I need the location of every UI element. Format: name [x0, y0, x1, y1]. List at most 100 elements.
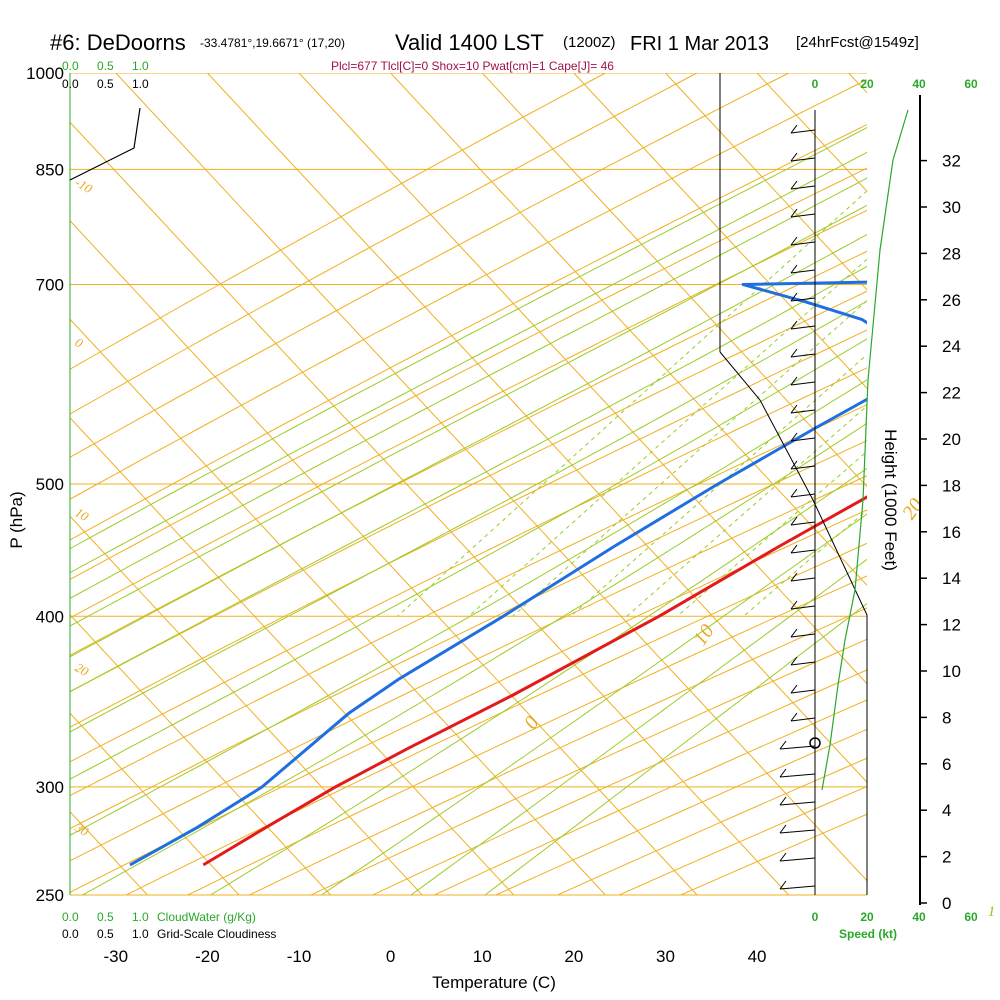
height-tick-label: 6 [942, 755, 951, 774]
cloud-scale-tick: 1.0 [132, 77, 149, 91]
cloud-scale-tick: 1.0 [132, 910, 149, 924]
temperature-tick-label: -10 [287, 947, 312, 966]
wind-barb [790, 381, 816, 386]
wind-speed-tick-top: 60 [964, 77, 978, 91]
pressure-tick-label: 500 [36, 475, 64, 494]
wind-speed-tick-bottom: 40 [912, 910, 926, 924]
pressure-tick-label: 400 [36, 607, 64, 626]
moist-adiabat-line [70, 204, 867, 627]
wind-barb [790, 409, 816, 414]
dry-adiabat-line [70, 73, 699, 415]
moist-adiabat-line [70, 379, 867, 836]
dry-adiabat-line [70, 367, 867, 763]
wind-barb [790, 353, 816, 358]
dry-adiabat-line [309, 638, 867, 895]
wind-barb [779, 857, 816, 862]
temperature-tick-label: 40 [748, 947, 767, 966]
wind-barb-flag [790, 516, 798, 526]
wind-barb-flag [790, 180, 798, 190]
height-tick-label: 26 [942, 291, 961, 310]
dry-adiabat-line [556, 757, 867, 895]
height-tick-label: 0 [942, 894, 951, 913]
wind-barb-flag [790, 488, 798, 498]
wind-barb-flag [779, 796, 787, 806]
wind-speed-tick-bottom: 0 [812, 910, 819, 924]
wind-barb [790, 521, 816, 526]
station-coords: -33.4781°,19.6671° (17,20) [200, 36, 345, 50]
height-tick-label: 16 [942, 523, 961, 542]
wind-barb [790, 465, 816, 470]
wind-barb-flag [790, 320, 798, 330]
wind-barb [790, 325, 816, 330]
forecast-date: FRI 1 Mar 2013 [630, 33, 769, 55]
wind-barb [790, 549, 816, 554]
calm-wind-marker [809, 737, 821, 749]
dry-adiabat-label: 30 [72, 819, 92, 839]
moist-adiabat-line [82, 422, 867, 895]
cloud-scale-tick: 0.0 [62, 59, 79, 73]
pressure-tick-label: 700 [36, 275, 64, 294]
moist-adiabat-line [70, 233, 867, 658]
isotherm-line [70, 712, 240, 895]
temperature-tick-label: 10 [473, 947, 492, 966]
wind-speed-tick-bottom: 20 [860, 910, 874, 924]
valid-time: Valid 1400 LST [395, 30, 544, 55]
height-tick-label: 12 [942, 616, 961, 635]
wind-barb [790, 717, 816, 722]
dry-adiabat-line [70, 73, 790, 458]
wind-barb [779, 885, 816, 890]
height-tick-label: 10 [942, 662, 961, 681]
wind-barb-flag [790, 208, 798, 218]
height-tick-label: 30 [942, 198, 961, 217]
wind-speed-tick-top: 20 [860, 77, 874, 91]
wind-barb-flag [790, 684, 798, 694]
height-tick-label: 4 [942, 801, 951, 820]
wind-barb [790, 605, 816, 610]
wind-barb-flag [779, 824, 787, 834]
mixing-ratio-label: 1 [988, 904, 996, 920]
dry-adiabat-label: -10 [73, 175, 96, 197]
pressure-tick-label: 300 [36, 778, 64, 797]
dry-adiabat-line [125, 542, 867, 895]
wind-barb [790, 297, 816, 302]
temperature-tick-label: 0 [386, 947, 395, 966]
wind-barb-flag [790, 460, 798, 470]
isotherm-line [848, 73, 867, 94]
isotherm-label: 0 [520, 712, 544, 733]
wind-barb-flag [790, 600, 798, 610]
height-axis-title: Height (1000 Feet) [881, 429, 900, 571]
height-tick-label: 2 [942, 848, 951, 867]
dry-adiabat-line [70, 250, 867, 656]
wind-barb-flag [790, 544, 798, 554]
wind-barb-flag [790, 628, 798, 638]
terrain-outline [719, 351, 868, 895]
wind-barb-flag [790, 656, 798, 666]
wind-speed-tick-top: 40 [912, 77, 926, 91]
wind-barb-flag [790, 404, 798, 414]
wind-barb-flag [779, 740, 787, 750]
wind-barb-flag [790, 572, 798, 582]
wind-barb [790, 437, 816, 442]
wind-barb [790, 269, 816, 274]
isotherm-line [665, 73, 867, 291]
temperature-tick-label: -20 [195, 947, 220, 966]
moist-adiabat-line [70, 127, 867, 550]
dry-adiabat-line [70, 167, 867, 581]
moist-adiabat-line [410, 558, 867, 895]
wind-barb [790, 577, 816, 582]
wind-barb [790, 129, 816, 134]
wind-barb [790, 185, 816, 190]
cloud-scale-tick: 0.0 [62, 77, 79, 91]
wind-barb [790, 661, 816, 666]
wind-barb [790, 213, 816, 218]
y-axis-title: P (hPa) [7, 491, 26, 548]
isotherm-line [573, 73, 867, 389]
forecast-run: [24hrFcst@1549z] [796, 34, 919, 51]
dry-adiabat-line [70, 404, 867, 797]
x-axis-title: Temperature (C) [432, 973, 556, 992]
dry-adiabat-line [248, 607, 867, 895]
cloud-scale-tick: 1.0 [132, 927, 149, 941]
moist-adiabat-line [70, 338, 867, 780]
